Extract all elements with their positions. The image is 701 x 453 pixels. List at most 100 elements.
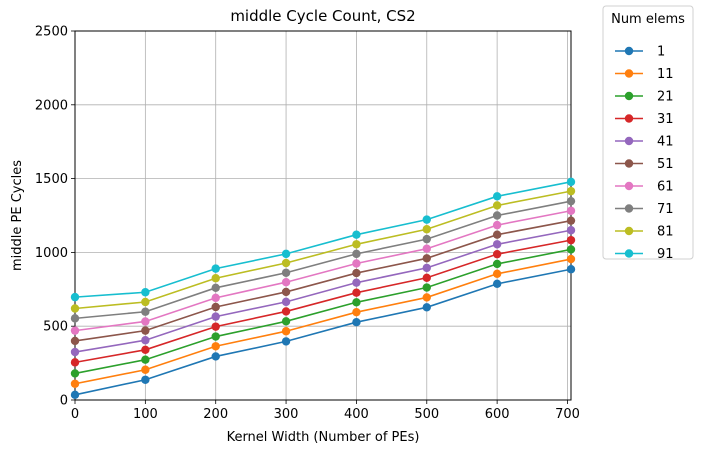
data-point bbox=[492, 259, 502, 269]
series-11 bbox=[70, 254, 576, 388]
legend-marker bbox=[624, 204, 634, 213]
series-line bbox=[74, 190, 572, 310]
legend-label: 11 bbox=[657, 67, 674, 82]
data-point bbox=[422, 293, 431, 302]
axis-ticks: 0 100 200 300 400 500 600 700 0 500 1000 1500 2000 25… bbox=[35, 25, 580, 423]
data-point bbox=[70, 358, 80, 367]
y-tick-label: 1000 bbox=[35, 246, 68, 261]
x-tick-label: 200 bbox=[203, 407, 228, 422]
data-point bbox=[281, 297, 291, 307]
data-point bbox=[566, 196, 576, 206]
legend-label: 1 bbox=[657, 45, 665, 60]
data-point bbox=[281, 307, 291, 316]
data-point bbox=[70, 314, 80, 323]
series-41 bbox=[70, 226, 576, 357]
data-point bbox=[352, 249, 361, 259]
legend-label: 21 bbox=[657, 90, 674, 105]
data-point bbox=[422, 234, 431, 244]
data-point bbox=[141, 317, 150, 326]
legend-title: Num elems bbox=[611, 12, 685, 27]
data-point bbox=[352, 318, 361, 327]
data-point bbox=[211, 312, 220, 321]
plot-area-frame bbox=[74, 30, 572, 401]
data-point bbox=[211, 302, 220, 312]
chart-title: middle Cycle Count, CS2 bbox=[230, 7, 415, 25]
data-point bbox=[141, 297, 150, 307]
y-tick-label: 2000 bbox=[35, 98, 68, 113]
data-point bbox=[422, 283, 431, 292]
data-point bbox=[141, 288, 150, 297]
data-point bbox=[352, 268, 361, 278]
data-point bbox=[281, 249, 291, 259]
series-line bbox=[74, 239, 572, 364]
series-line bbox=[74, 181, 572, 298]
data-point bbox=[566, 216, 576, 225]
data-point bbox=[70, 326, 80, 335]
legend-marker bbox=[624, 136, 634, 146]
legend-marker bbox=[624, 91, 634, 101]
x-tick-label: 0 bbox=[71, 407, 79, 422]
series-line bbox=[74, 229, 572, 353]
data-point bbox=[211, 352, 220, 361]
legend-marker bbox=[624, 226, 634, 236]
legend-item: 41 bbox=[615, 135, 674, 150]
data-point bbox=[211, 264, 220, 273]
legend-marker bbox=[624, 159, 634, 168]
data-point bbox=[492, 249, 502, 259]
data-point bbox=[352, 307, 361, 317]
legend-marker bbox=[624, 114, 634, 123]
data-point bbox=[566, 226, 576, 235]
legend-item: 51 bbox=[615, 157, 674, 172]
data-point bbox=[352, 278, 361, 287]
data-point bbox=[141, 307, 150, 316]
data-point bbox=[566, 206, 576, 215]
y-tick-label: 0 bbox=[60, 394, 68, 409]
series-91 bbox=[70, 177, 576, 302]
data-point bbox=[281, 258, 291, 268]
data-point bbox=[422, 244, 431, 253]
data-point bbox=[566, 235, 576, 245]
legend-label: 81 bbox=[657, 225, 674, 240]
legend-item: 81 bbox=[615, 225, 674, 240]
legend-marker bbox=[624, 249, 634, 258]
series-31 bbox=[70, 235, 576, 367]
legend-item: 71 bbox=[615, 202, 674, 217]
series-51 bbox=[70, 216, 576, 346]
series-81 bbox=[70, 186, 576, 313]
series-line bbox=[74, 200, 572, 320]
data-point bbox=[70, 304, 80, 313]
data-point bbox=[352, 240, 361, 249]
data-point bbox=[492, 279, 502, 289]
data-point bbox=[422, 215, 431, 224]
data-point bbox=[352, 230, 361, 239]
data-point bbox=[211, 342, 220, 351]
series-71 bbox=[70, 196, 576, 323]
legend-label: 61 bbox=[657, 180, 674, 195]
data-point bbox=[492, 211, 502, 220]
legend-item: 31 bbox=[615, 112, 674, 127]
data-point bbox=[281, 287, 291, 297]
data-point bbox=[422, 303, 431, 312]
data-point bbox=[70, 292, 80, 302]
legend-marker bbox=[624, 181, 634, 191]
series-line bbox=[74, 209, 572, 332]
series-21 bbox=[70, 245, 576, 378]
y-axis-label: middle PE Cycles bbox=[10, 160, 25, 271]
data-point bbox=[70, 347, 80, 357]
x-tick-label: 500 bbox=[414, 407, 439, 422]
series-line bbox=[74, 248, 572, 375]
legend-item: 1 bbox=[615, 45, 665, 60]
legend-label: 91 bbox=[657, 247, 674, 262]
x-axis-label: Kernel Width (Number of PEs) bbox=[227, 430, 420, 445]
data-point bbox=[141, 375, 150, 384]
data-point bbox=[211, 293, 220, 303]
data-point bbox=[492, 240, 502, 249]
series-line bbox=[74, 268, 572, 396]
data-point bbox=[492, 220, 502, 230]
data-point bbox=[281, 317, 291, 326]
data-point bbox=[566, 265, 576, 274]
data-point bbox=[492, 230, 502, 239]
series-61 bbox=[70, 206, 576, 335]
